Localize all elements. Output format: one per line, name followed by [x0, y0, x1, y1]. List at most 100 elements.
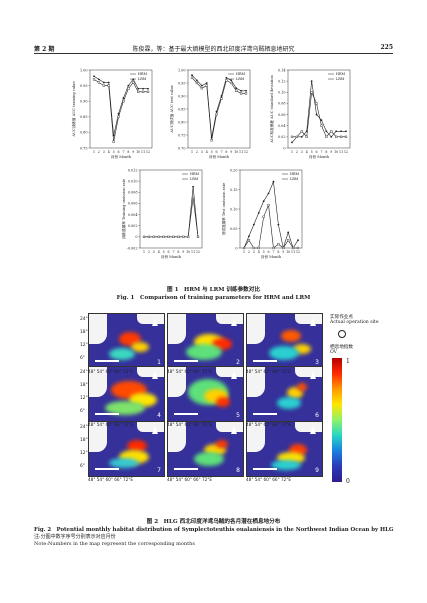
- latitude-label: 6°: [80, 464, 85, 469]
- landmass: [247, 367, 265, 397]
- chart-0-point-lrm: [122, 100, 125, 103]
- habitat-map-month-1: 1: [88, 313, 165, 369]
- landmass: [168, 314, 186, 344]
- chart-0-point-hrm: [127, 84, 130, 87]
- chart-2-point-hrm: [325, 130, 328, 133]
- legend-min-label: 0: [346, 478, 350, 485]
- chart-1-xtick-label: 4: [206, 150, 208, 154]
- chart-2-ytick-label: 0.06: [278, 113, 286, 117]
- latitude-label: 18°: [80, 383, 88, 388]
- chart-1-xtick-label: 2: [196, 150, 198, 154]
- chart-1-xtick-label: 9: [230, 150, 232, 154]
- chart-4-xtick-label: 9: [282, 250, 284, 254]
- chart-4-xtick-label: 6: [268, 250, 270, 254]
- chart-4-point-lrm: [282, 246, 285, 250]
- landmass: [168, 422, 186, 452]
- longitude-labels: 48° 54° 60° 66° 72°E: [88, 477, 134, 482]
- chart-0-point-lrm: [141, 90, 145, 93]
- habitat-hotspot: [109, 458, 139, 468]
- chart-2-ytick-label: 0.08: [278, 102, 286, 106]
- chart-2-xtick-label: 10: [334, 150, 338, 154]
- month-number: 5: [236, 412, 240, 419]
- chart-4-point-lrm: [272, 246, 275, 250]
- habitat-hotspot: [277, 397, 301, 409]
- landmass: [89, 422, 107, 452]
- landmass: [137, 314, 164, 324]
- chart-4-xtick-label: 3: [253, 250, 255, 254]
- chart-0-point-hrm: [102, 81, 105, 84]
- chart-4-point-lrm: [247, 239, 251, 242]
- chart-3-point-lrm: [152, 235, 155, 238]
- chart-1-series-lrm: [191, 77, 246, 141]
- landmass: [295, 422, 322, 432]
- chart-4-point-lrm: [267, 203, 270, 207]
- chart-0-point-lrm: [107, 84, 110, 87]
- landmass: [89, 367, 107, 397]
- chart-2-series-lrm: [292, 91, 346, 138]
- chart-1-xtick-label: 10: [234, 150, 238, 154]
- chart-3-point-lrm: [142, 235, 146, 238]
- chart-0-ytick-label: 0.85: [80, 115, 88, 119]
- legend-title-en: OV: [330, 350, 338, 355]
- habitat-map-month-9: 9: [246, 421, 323, 477]
- header-rule: [34, 53, 393, 54]
- chart-0-point-hrm: [147, 87, 149, 90]
- scale-bar: [174, 413, 198, 415]
- figure-2-caption-cn: 图 2 HLG 西北印度洋鸢乌贼的各月潜在栖息地分布: [146, 519, 281, 525]
- chart-3-xtick-label: 8: [177, 250, 179, 254]
- chart-1-point-lrm: [205, 84, 208, 87]
- chart-0-point-hrm: [117, 112, 120, 115]
- legend-colorbar: [332, 358, 342, 482]
- landmass: [247, 422, 265, 452]
- chart-2-legend-label: HRM: [336, 72, 346, 76]
- chart-2-point-hrm: [291, 141, 293, 144]
- month-number: 1: [157, 359, 161, 366]
- chart-1-xtick-label: 8: [225, 150, 227, 154]
- chart-2-ytick-label: 0.04: [278, 124, 286, 128]
- chart-2-ytick-label: 0.10: [278, 91, 286, 95]
- scale-bar: [253, 413, 277, 415]
- chart-0-point-lrm: [132, 81, 135, 84]
- chart-3-xtick-label: 12: [196, 250, 200, 254]
- chart-0-ytick-label: 0.75: [80, 146, 88, 150]
- month-number: 8: [236, 467, 240, 474]
- chart-1-legend-label: LRM: [236, 77, 245, 81]
- chart-3-xtick-label: 2: [148, 250, 150, 254]
- habitat-hotspot: [269, 346, 299, 360]
- chart-1-point-lrm: [210, 139, 213, 142]
- chart-2-point-lrm: [295, 135, 299, 138]
- chart-0-ytick-label: 1.00: [80, 68, 88, 72]
- chart-4-point-lrm: [296, 246, 300, 250]
- chart-2-point-lrm: [325, 135, 328, 138]
- chart-1-ytick-label: 0.90: [178, 94, 186, 98]
- month-number: 9: [315, 467, 319, 474]
- chart-3-point-lrm: [187, 235, 190, 238]
- chart-4-xtick-label: 1: [243, 250, 245, 254]
- legend-op-site-cn: 实际作业点: [330, 315, 353, 320]
- scale-bar: [95, 413, 119, 415]
- chart-2-xtick-label: 9: [330, 150, 332, 154]
- chart-4-point-hrm: [287, 231, 290, 234]
- chart-1-point-lrm: [239, 92, 243, 95]
- chart-4-point-lrm: [287, 239, 290, 242]
- chart-0-point-hrm: [122, 97, 125, 99]
- chart-3-ytick-label: 0.004: [128, 213, 138, 217]
- chart-3-xlabel: 月份 Month: [161, 254, 182, 259]
- latitude-label: 18°: [80, 330, 88, 335]
- chart-2-point-lrm: [305, 135, 308, 138]
- chart-2-point-hrm: [335, 130, 338, 133]
- chart-3-xtick-label: 1: [143, 250, 145, 254]
- chart-4-xtick-label: 8: [277, 250, 279, 254]
- chart-4-ytick-label: 0.15: [230, 188, 238, 192]
- chart-0-ylabel: AUC训练值 AUC training value: [71, 81, 76, 137]
- longitude-labels: 48° 54° 60° 66° 72°E: [167, 369, 213, 374]
- month-number: 4: [157, 412, 161, 419]
- chart-4-point-lrm: [257, 246, 260, 250]
- chart-0-xtick-label: 8: [127, 150, 129, 154]
- landmass: [168, 367, 186, 397]
- landmass: [216, 422, 243, 432]
- north-arrow-icon: [152, 426, 158, 434]
- chart-2-point-hrm: [320, 119, 323, 122]
- chart-2-xtick-label: 11: [339, 150, 343, 154]
- chart-4-xtick-label: 4: [258, 250, 260, 254]
